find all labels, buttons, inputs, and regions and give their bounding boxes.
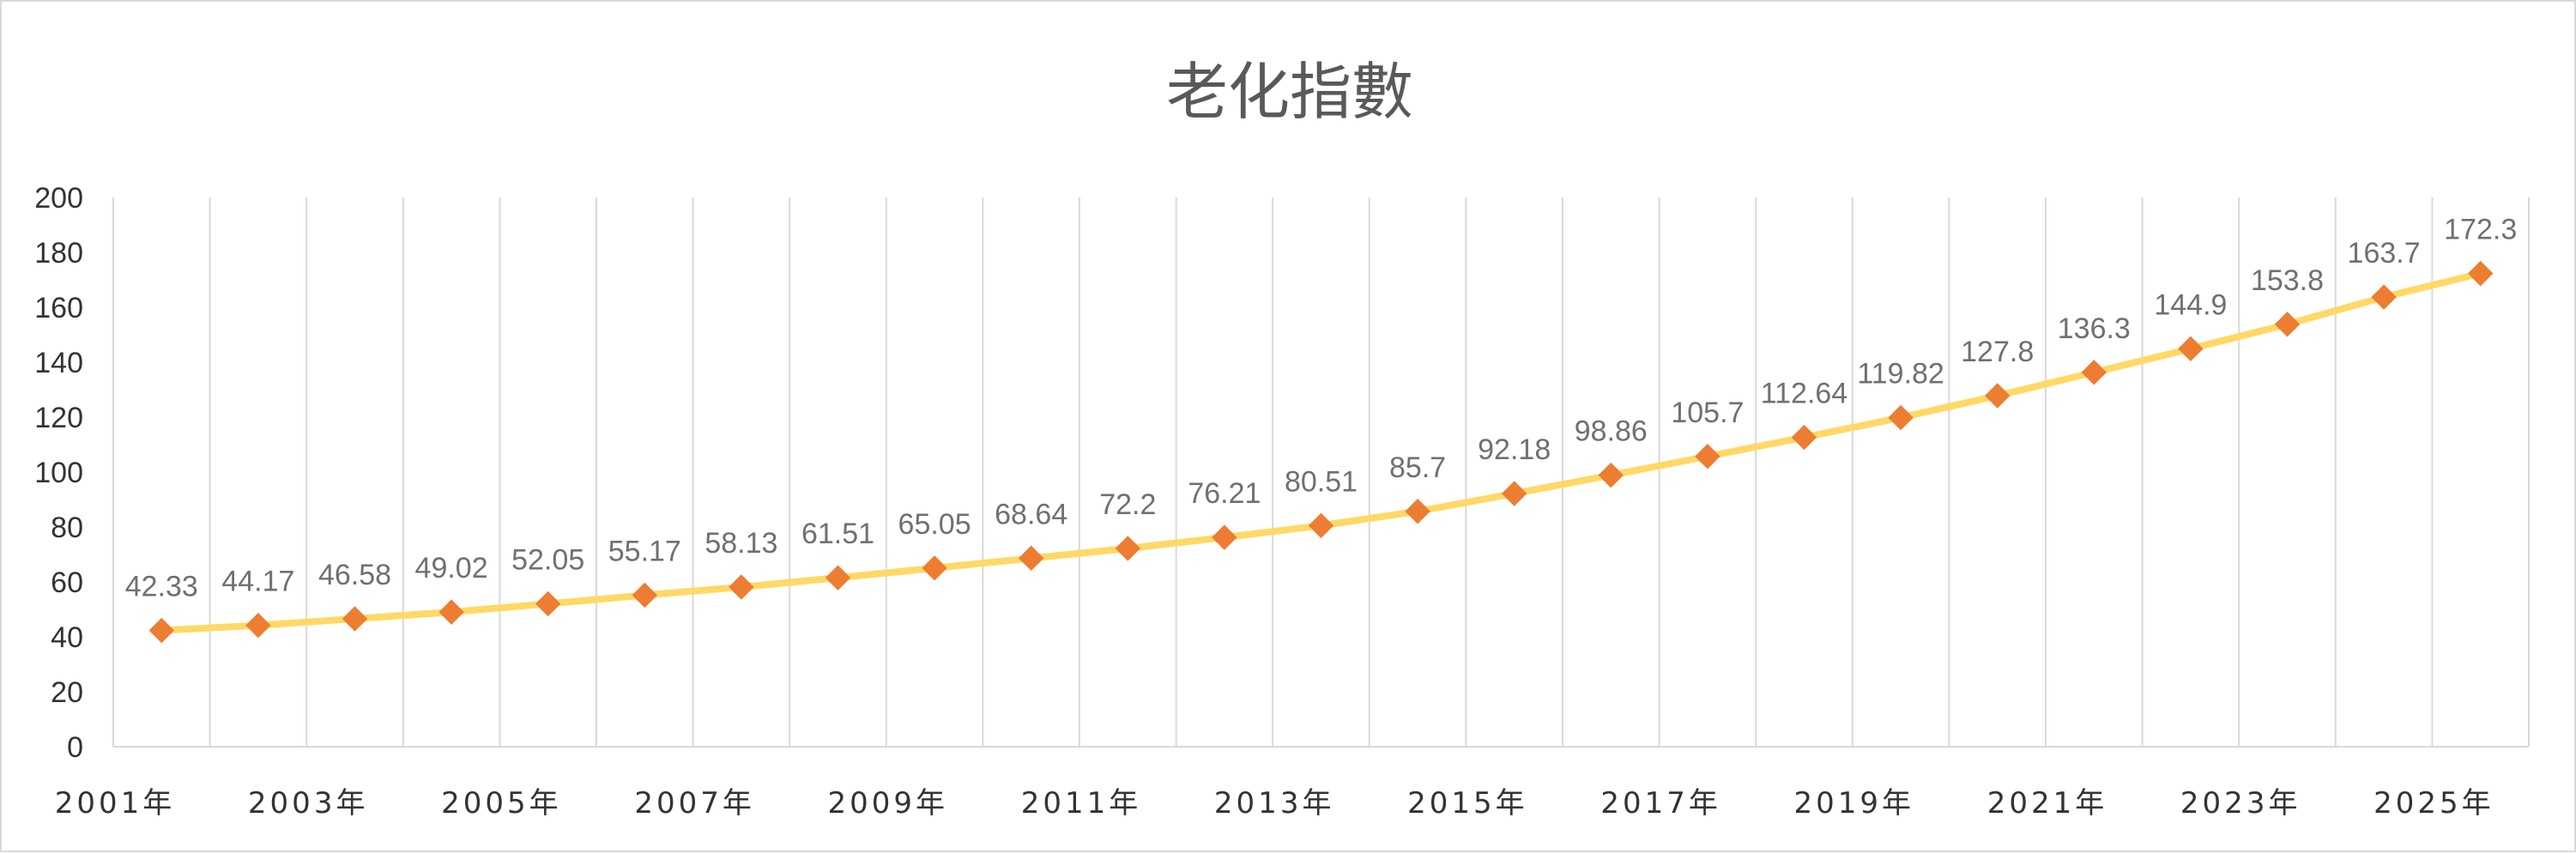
x-tick-label: 2001年 [55,786,176,821]
series-markers [148,260,2494,644]
data-label: 92.18 [1478,433,1551,466]
x-tick-label: 2007年 [634,786,755,821]
y-tick-label: 60 [51,566,83,599]
x-tick-label: 2019年 [1794,786,1915,821]
data-point [148,617,175,644]
data-point [1695,444,1720,469]
data-point [245,612,271,639]
data-point [1888,404,1914,431]
y-tick-label: 40 [51,621,83,654]
data-point [1308,512,1334,539]
data-label: 55.17 [608,535,681,567]
data-point [632,582,658,609]
data-label: 65.05 [898,508,971,541]
data-point [438,599,464,625]
x-tick-label: 2005年 [441,786,562,821]
data-point [1984,383,2011,409]
data-label: 98.86 [1575,415,1648,448]
x-tick-label: 2003年 [248,786,369,821]
y-tick-label: 100 [34,457,83,489]
data-label: 58.13 [704,527,777,560]
data-label: 46.58 [318,559,391,591]
data-label: 127.8 [1961,336,2034,368]
y-tick-label: 200 [34,182,83,215]
data-label: 153.8 [2251,264,2324,297]
data-label: 52.05 [511,543,584,576]
x-tick-label: 2025年 [2373,786,2494,821]
data-point [535,591,561,617]
data-label: 163.7 [2348,237,2421,270]
data-label: 112.64 [1761,378,1847,410]
data-label: 42.33 [125,571,198,603]
data-label: 72.2 [1099,488,1156,521]
chart-title: 老化指數 [1166,56,1413,128]
data-point [922,555,947,581]
y-tick-label: 80 [51,512,83,544]
data-point [1501,481,1527,506]
y-tick-label: 20 [51,676,83,709]
data-label: 172.3 [2444,214,2517,246]
data-point [2274,312,2301,337]
data-label: 136.3 [2058,312,2131,345]
y-tick-label: 140 [34,347,83,379]
data-point [1405,499,1430,524]
data-label: 144.9 [2154,288,2227,321]
y-tick-label: 160 [34,292,83,324]
data-point [2467,260,2494,287]
data-label: 80.51 [1285,465,1358,498]
data-point [2371,284,2397,310]
x-tick-label: 2011年 [1021,786,1142,821]
data-point [2178,336,2204,362]
x-axis-ticks: 2001年 2003年 2005年 2007年 2009年 2011年 2013年 2015年… [55,786,2494,821]
data-label: 105.7 [1671,397,1744,429]
y-tick-label: 120 [34,402,83,434]
x-tick-label: 2013年 [1214,786,1335,821]
y-tick-label: 180 [34,237,83,270]
x-tick-label: 2021年 [1987,786,2108,821]
data-point [342,606,368,632]
data-label: 76.21 [1188,477,1261,510]
data-point [1018,545,1044,572]
series-line-layer [158,270,2484,634]
data-labels: 42.33 44.17 46.58 49.02 52.05 55.17 58.13 61.51… [125,214,2517,603]
data-point [2081,360,2107,385]
series-line [158,270,2484,634]
data-label: 49.02 [415,552,488,584]
x-tick-label: 2015年 [1407,786,1528,821]
data-point [1598,462,1624,488]
x-tick-label: 2009年 [828,786,949,821]
data-label: 119.82 [1857,358,1944,391]
data-label: 61.51 [801,518,874,550]
data-point [1791,424,1817,451]
y-axis-ticks: 0 20 40 60 80 100 120 140 160 180 200 [34,182,83,764]
data-label: 68.64 [995,498,1067,530]
grid-layer [112,197,2530,748]
data-point [1212,524,1237,550]
data-point [825,565,851,591]
data-label: 85.7 [1389,451,1446,484]
x-tick-label: 2023年 [2180,786,2301,821]
data-point [1115,536,1141,561]
y-tick-label: 0 [67,731,83,764]
x-tick-label: 2017年 [1600,786,1721,821]
data-point [729,574,754,600]
data-label: 44.17 [221,566,294,598]
